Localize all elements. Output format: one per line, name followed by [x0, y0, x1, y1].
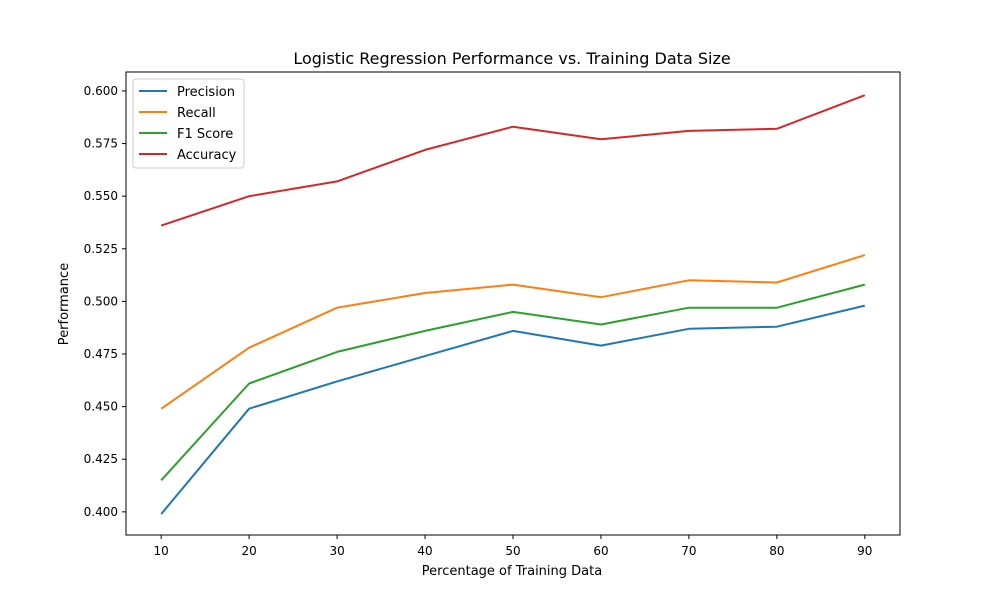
y-tick-label: 0.600 [84, 84, 118, 98]
chart-title: Logistic Regression Performance vs. Trai… [293, 49, 730, 68]
series-line-recall [160, 254, 866, 410]
x-tick-label: 80 [769, 544, 784, 558]
y-tick-label: 0.550 [84, 189, 118, 203]
plot-area: 10 20 30 40 50 60 70 80 90 0.4000.4250.4500.4750… [84, 71, 901, 558]
x-tick-label: 90 [857, 544, 872, 558]
legend-box [132, 78, 245, 169]
legend-items: Precision Recall F1 Score Accuracy [139, 85, 237, 163]
x-tick-label: 30 [329, 544, 344, 558]
legend: Precision Recall F1 Score Accuracy [132, 78, 245, 169]
y-tick-label: 0.450 [84, 400, 118, 414]
x-axis-ticks: 10 20 30 40 50 60 70 80 90 [154, 535, 872, 558]
x-tick-label: 10 [154, 544, 169, 558]
x-tick-label: 70 [681, 544, 696, 558]
legend-label: Recall [177, 106, 216, 121]
series-line-f1-score [160, 283, 866, 481]
x-tick-label: 20 [241, 544, 256, 558]
x-tick-label: 50 [505, 544, 520, 558]
y-tick-label: 0.400 [84, 505, 118, 519]
x-axis-label: Percentage of Training Data [422, 564, 602, 579]
series-line-accuracy [160, 94, 866, 227]
y-tick-label: 0.500 [84, 294, 118, 308]
series-layer [160, 94, 866, 515]
legend-label: Accuracy [177, 148, 237, 163]
legend-label: F1 Score [177, 127, 233, 142]
y-axis-label: Performance [57, 263, 72, 345]
y-tick-label: 0.525 [84, 242, 118, 256]
series-line-precision [160, 304, 866, 515]
legend-label: Precision [177, 85, 235, 100]
x-tick-label: 60 [593, 544, 608, 558]
y-tick-label: 0.475 [84, 347, 118, 361]
y-tick-label: 0.575 [84, 137, 118, 151]
y-tick-label: 0.425 [84, 452, 118, 466]
y-axis-ticks: 0.400 0.425 0.450 0.475 0.500 0.525 0.550 0.575… [84, 84, 126, 519]
x-tick-label: 40 [417, 544, 432, 558]
